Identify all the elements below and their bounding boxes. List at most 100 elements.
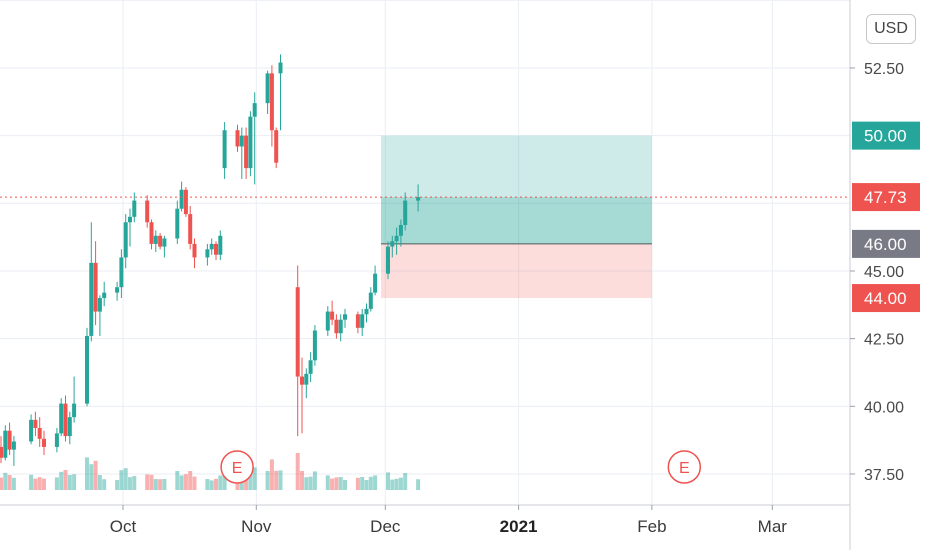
price-axis[interactable]: 52.50 45.00 42.50 40.00 37.50	[850, 61, 904, 484]
candle-body	[398, 224, 403, 236]
volume-bar	[102, 479, 107, 490]
volume-bar	[295, 453, 300, 490]
stop-loss-price-label-bg	[852, 284, 920, 313]
stop-loss-price-label-text: 44.00	[864, 289, 907, 308]
volume-bar	[368, 476, 373, 490]
price-tick-label: 52.50	[864, 61, 904, 78]
candle-body	[295, 287, 300, 377]
volume-bar	[343, 480, 347, 490]
take-profit-price-label-bg	[852, 121, 920, 150]
candle-body	[162, 238, 167, 247]
volume-bar	[330, 478, 335, 490]
candle-body	[158, 235, 163, 247]
volume-bar	[67, 475, 72, 490]
earnings-marker: E	[220, 450, 254, 484]
volume-bar	[278, 470, 283, 490]
volume-bar	[265, 471, 270, 490]
volume-bar	[162, 479, 167, 490]
candle-body	[54, 433, 59, 447]
candle-body	[145, 200, 150, 223]
volume-bar	[416, 479, 421, 490]
candle-body	[252, 103, 257, 117]
candle-body	[239, 135, 244, 147]
time-axis[interactable]: Oct Nov Dec 2021 Feb Mar	[110, 505, 788, 536]
candle-body	[355, 314, 360, 328]
open-profit-zone	[381, 197, 652, 244]
take-profit-price-label: 50.00	[852, 121, 920, 150]
candle-body	[123, 222, 128, 258]
entry-price-label-bg	[852, 229, 920, 258]
earnings-marker-label: E	[679, 460, 690, 477]
candle-body	[149, 222, 154, 244]
candle-body	[37, 427, 42, 439]
time-tick-label: Dec	[370, 517, 401, 536]
volume-bar	[128, 477, 132, 490]
last-price-label-text: 47.73	[864, 188, 907, 207]
volume-bar	[300, 471, 304, 490]
candle-body	[214, 243, 218, 255]
candle-body	[33, 419, 38, 428]
candle-body	[334, 319, 339, 334]
volume-bar	[37, 477, 42, 490]
volume-bar	[119, 470, 124, 490]
volume-bar	[398, 477, 403, 490]
candle-body	[85, 335, 89, 404]
time-tick-label: Feb	[637, 517, 666, 536]
grid	[0, 0, 850, 505]
candle-body	[153, 235, 158, 244]
volume-bar	[145, 474, 150, 490]
candle-body	[248, 116, 253, 169]
volume-bar	[334, 477, 339, 490]
candle-body	[3, 430, 8, 458]
candle-body	[265, 73, 270, 104]
volume-bar	[205, 479, 210, 490]
volume-bar	[209, 480, 214, 490]
candle-body	[205, 249, 210, 258]
volume-bar	[394, 478, 399, 490]
candle-body	[42, 438, 46, 447]
long-position-tool[interactable]	[381, 135, 652, 299]
time-tick-label: Mar	[758, 517, 788, 536]
price-tick-label: 37.50	[864, 467, 904, 484]
candle-body	[368, 292, 373, 309]
volume-bar	[89, 464, 94, 490]
profit-zone	[381, 135, 652, 244]
volume-bar	[183, 474, 188, 490]
volume-bar	[115, 480, 120, 490]
take-profit-price-label-text: 50.00	[864, 127, 907, 146]
candle-body	[394, 235, 399, 242]
candle-body	[11, 441, 16, 450]
volume-bar	[304, 477, 309, 490]
candle-body	[304, 373, 309, 385]
earnings-marker: E	[667, 450, 702, 484]
candle-body	[72, 403, 77, 418]
currency-selector-button[interactable]: USD	[866, 14, 916, 44]
candle-body	[343, 314, 347, 320]
earnings-marker-circle	[220, 450, 254, 484]
last-price-label-bg	[852, 183, 920, 212]
volume-bar	[11, 477, 16, 490]
volume-bar	[93, 460, 98, 490]
volume-bar	[192, 476, 197, 490]
candle-body	[89, 262, 94, 336]
volume-bar	[132, 476, 137, 490]
volume-bar	[386, 472, 390, 490]
time-tick-label: Oct	[110, 517, 137, 536]
volume-bar	[188, 471, 193, 490]
volume-bar	[29, 474, 34, 490]
candle-body	[192, 243, 197, 258]
volume-bar	[364, 480, 369, 490]
volume-bar	[390, 479, 395, 490]
volume-bar	[3, 472, 8, 490]
time-tick-label: 2021	[500, 517, 538, 536]
candle-body	[93, 262, 98, 312]
candle-body	[188, 214, 193, 244]
volume-bar	[218, 475, 223, 490]
volume-bar	[175, 471, 180, 490]
volume-bar	[153, 479, 158, 490]
volume-bar	[149, 474, 154, 490]
candle-body	[222, 130, 227, 169]
stop-loss-price-label: 44.00	[852, 284, 920, 313]
volume-bar	[360, 477, 365, 490]
